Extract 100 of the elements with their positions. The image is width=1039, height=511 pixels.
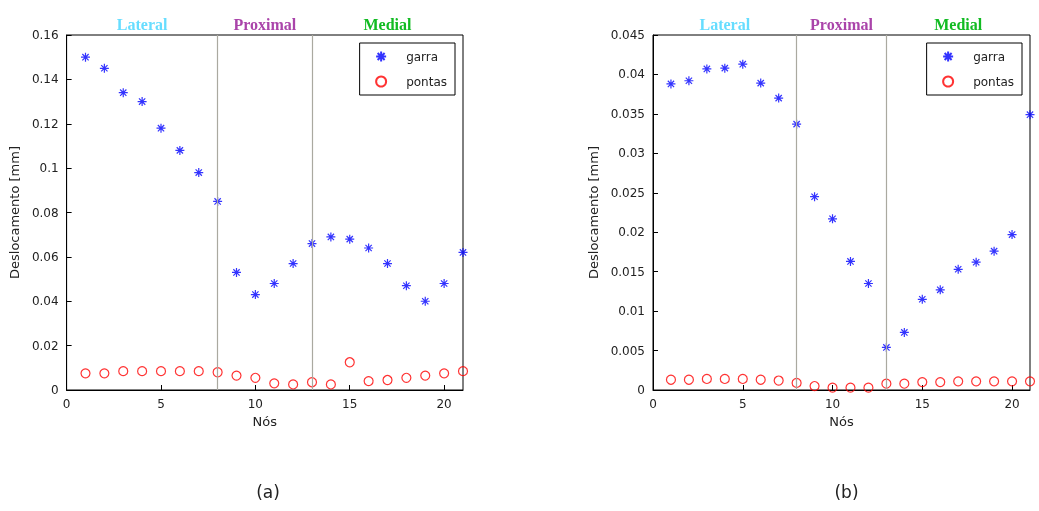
y-tick-label: 0: [637, 383, 645, 397]
point: [989, 246, 1000, 257]
point: [683, 75, 694, 86]
text: Proximal: [810, 15, 874, 33]
point: [1024, 109, 1036, 120]
point: [845, 256, 856, 267]
x-tick-label: 15: [342, 397, 358, 411]
point: [439, 278, 450, 289]
point: [288, 258, 299, 269]
point: [80, 52, 91, 63]
point: [118, 366, 129, 377]
point: [325, 231, 336, 243]
point: [401, 372, 412, 383]
point: [881, 378, 892, 389]
point: [401, 280, 412, 291]
y-tick-label: 0.015: [610, 264, 645, 279]
x-tick-label: 0: [649, 397, 657, 411]
x-tick-label: 15: [914, 397, 930, 411]
point: [899, 378, 910, 389]
point: [420, 296, 431, 307]
point: [809, 380, 820, 392]
point: [863, 278, 874, 289]
y-tick-label: 0.06: [31, 249, 59, 264]
y-tick-label: 0.005: [610, 343, 645, 358]
point: [827, 382, 838, 393]
point: [701, 373, 712, 385]
point: [439, 368, 450, 379]
y-tick-label: 0.01: [618, 304, 645, 319]
point: [306, 377, 318, 388]
y-tick-label: 0.04: [31, 294, 59, 309]
point: [989, 376, 1000, 387]
point: [737, 59, 748, 70]
legend-label: garra: [406, 49, 439, 64]
point: [325, 379, 336, 390]
point: [250, 372, 261, 383]
point: [344, 357, 355, 368]
point: [212, 367, 223, 378]
point: [845, 382, 856, 393]
legend-label: pontas: [973, 74, 1014, 89]
y-tick-label: 0.1: [39, 161, 59, 176]
point: [137, 366, 148, 377]
point: [382, 374, 393, 386]
point: [231, 370, 242, 381]
point: [953, 264, 964, 275]
text: (a): [256, 481, 280, 502]
y-tick-label: 0.02: [31, 338, 59, 353]
point: [457, 247, 469, 258]
point: [155, 366, 167, 377]
point: [971, 376, 982, 387]
x-tick-label: 5: [738, 397, 747, 411]
point: [917, 294, 928, 305]
y-tick-label: 0.03: [618, 146, 645, 161]
point: [1006, 229, 1018, 240]
point: [899, 327, 910, 338]
x-tick-label: 5: [157, 397, 165, 411]
point: [231, 267, 242, 278]
x-axis-title: Nós: [252, 413, 278, 429]
point: [665, 78, 677, 90]
point: [269, 278, 280, 289]
point: [174, 366, 185, 377]
point: [80, 368, 91, 379]
x-tick-label: 10: [247, 397, 264, 411]
point: [420, 370, 431, 381]
point: [791, 377, 802, 388]
point: [665, 374, 677, 385]
point: [953, 376, 964, 387]
point: [193, 167, 204, 178]
point: [363, 376, 374, 387]
y-tick-label: 0.16: [31, 28, 59, 42]
point: [363, 242, 374, 254]
point: [457, 366, 469, 377]
point: [174, 145, 185, 156]
point: [719, 373, 730, 385]
point: [1006, 376, 1018, 387]
y-tick-label: 0.045: [610, 28, 645, 42]
point: [827, 213, 838, 224]
y-tick-label: 0.02: [618, 225, 645, 240]
text: Lateral: [116, 15, 168, 33]
point: [881, 342, 892, 353]
y-tick-label: 0.12: [31, 116, 59, 131]
point: [155, 123, 167, 134]
y-axis-title: Deslocamento [mm]: [585, 145, 601, 280]
point: [935, 377, 946, 388]
point: [755, 374, 766, 385]
point: [137, 96, 148, 107]
point: [773, 375, 784, 386]
text: Proximal: [233, 15, 297, 33]
point: [701, 63, 712, 75]
y-tick-label: 0.025: [610, 185, 645, 200]
point: [193, 366, 204, 377]
legend-label: pontas: [406, 74, 447, 89]
point: [288, 379, 299, 390]
y-axis-title: Deslocamento [mm]: [7, 145, 22, 280]
point: [344, 234, 355, 245]
x-axis-title: Nós: [829, 413, 854, 429]
x-tick-label: 0: [62, 397, 71, 411]
point: [118, 87, 129, 98]
point: [306, 238, 318, 249]
point: [737, 373, 748, 385]
point: [917, 377, 928, 388]
